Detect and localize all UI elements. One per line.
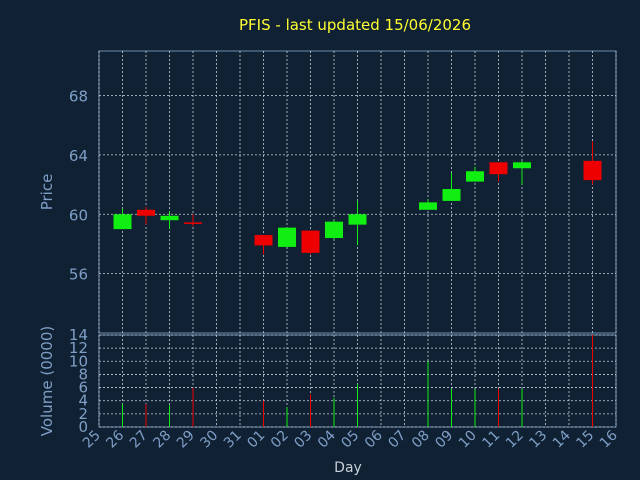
candle-body: [513, 162, 531, 169]
volume-tick-label: 4: [78, 392, 88, 410]
candle-body: [348, 214, 367, 225]
x-tick-label: 14: [550, 427, 574, 451]
candle-body: [325, 221, 343, 239]
x-tick-label: 13: [526, 428, 550, 452]
candle-body: [466, 171, 484, 182]
volume-axis-label: Volume (0000): [38, 326, 56, 436]
x-tick-label: 05: [338, 428, 362, 452]
volume-tick-label: 2: [78, 405, 88, 423]
x-tick-label: 29: [174, 428, 198, 452]
x-tick-label: 31: [221, 428, 245, 452]
candle-body: [583, 160, 602, 181]
x-tick-label: 07: [385, 428, 409, 452]
volume-tick-label: 0: [78, 418, 88, 436]
x-tick-label: 08: [409, 428, 433, 452]
candle-body: [113, 214, 132, 230]
volume-tick-label: 6: [78, 379, 88, 397]
x-tick-label: 10: [456, 428, 480, 452]
candle-body: [442, 189, 461, 201]
price-tick-label: 64: [69, 147, 88, 165]
x-tick-label: 16: [597, 427, 621, 451]
volume-tick-label: 10: [69, 352, 88, 370]
candle-body: [301, 230, 320, 253]
candle-body: [489, 162, 508, 175]
volume-tick-label: 8: [78, 365, 88, 383]
x-tick-label: 04: [315, 427, 339, 451]
x-tick-label: 02: [268, 428, 292, 452]
volume-tick-label: 14: [69, 326, 88, 344]
candle-body: [419, 202, 437, 210]
x-axis-label: Day: [334, 460, 362, 476]
x-tick-label: 11: [479, 428, 503, 452]
volume-tick-label: 12: [69, 339, 88, 357]
price-tick-label: 60: [69, 206, 88, 224]
candle-body: [254, 235, 273, 246]
x-tick-label: 12: [503, 428, 527, 452]
price-tick-label: 56: [69, 266, 88, 284]
candle-body: [278, 227, 296, 247]
price-axis-label: Price: [38, 174, 56, 211]
x-tick-label: 27: [127, 428, 151, 452]
x-axis-ticks: 25 26 27 28 29 30 31 01 02 03 04 05 06 07 08 09 10 11 12 13…: [80, 427, 621, 451]
x-tick-label: 03: [291, 428, 315, 452]
x-tick-label: 06: [362, 427, 386, 451]
price-panel: 56 60 64 68: [69, 50, 617, 334]
x-tick-label: 09: [432, 428, 456, 452]
candle-body: [160, 215, 179, 221]
x-tick-label: 26: [103, 427, 127, 451]
price-tick-label: 68: [69, 88, 88, 106]
x-tick-label: 01: [244, 428, 268, 452]
candle-body: [184, 222, 202, 224]
chart-title: PFIS - last updated 15/06/2026: [239, 16, 471, 34]
x-tick-label: 15: [573, 428, 597, 452]
x-tick-label: 30: [197, 428, 221, 452]
candle-body: [137, 209, 155, 216]
x-tick-label: 28: [150, 428, 174, 452]
